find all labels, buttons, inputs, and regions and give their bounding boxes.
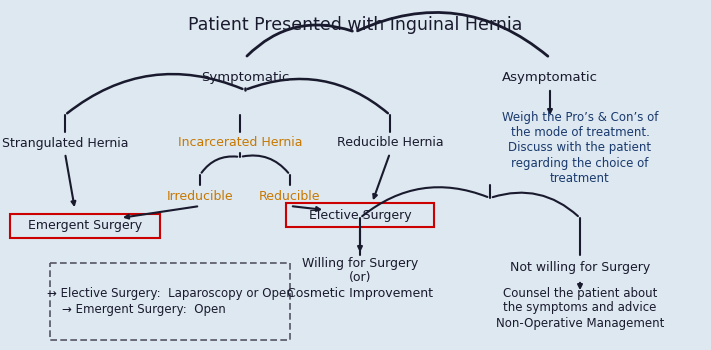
FancyBboxPatch shape	[286, 203, 434, 227]
Text: Willing for Surgery
(or)
Cosmetic Improvement: Willing for Surgery (or) Cosmetic Improv…	[287, 257, 433, 300]
Text: Irreducible: Irreducible	[166, 189, 233, 203]
Text: Symptomatic: Symptomatic	[201, 71, 289, 84]
Text: Incarcerated Hernia: Incarcerated Hernia	[178, 136, 302, 149]
FancyBboxPatch shape	[10, 214, 160, 238]
Text: Reducible Hernia: Reducible Hernia	[337, 136, 444, 149]
Text: Elective Surgery: Elective Surgery	[309, 209, 411, 222]
Text: Not willing for Surgery: Not willing for Surgery	[510, 261, 650, 274]
Text: Weigh the Pro’s & Con’s of
the mode of treatment.
Discuss with the patient
regar: Weigh the Pro’s & Con’s of the mode of t…	[502, 112, 658, 184]
Text: Reducible: Reducible	[260, 189, 321, 203]
FancyBboxPatch shape	[50, 263, 290, 340]
Text: Asymptomatic: Asymptomatic	[502, 71, 598, 84]
Text: Patient Presented with Inguinal Hernia: Patient Presented with Inguinal Hernia	[188, 16, 522, 34]
Text: → Elective Surgery:  Laparoscopy or Open
    → Emergent Surgery:  Open: → Elective Surgery: Laparoscopy or Open …	[47, 287, 294, 315]
Text: Counsel the patient about
the symptoms and advice
Non-Operative Management: Counsel the patient about the symptoms a…	[496, 287, 664, 329]
Text: Emergent Surgery: Emergent Surgery	[28, 219, 142, 232]
Text: Strangulated Hernia: Strangulated Hernia	[1, 136, 128, 149]
